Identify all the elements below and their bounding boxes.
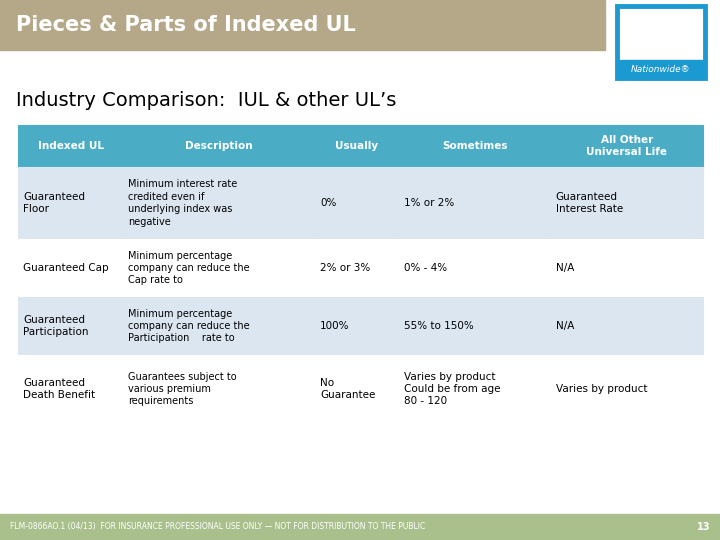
Bar [123,239,315,297]
Text: All Other
Universal Life: All Other Universal Life [586,135,667,157]
Bar [18,239,123,297]
Bar [18,167,123,239]
Bar [617,6,705,78]
Text: 100%: 100% [320,321,350,331]
Bar [18,297,123,355]
Text: Guaranteed
Participation: Guaranteed Participation [23,315,89,337]
Bar [123,355,315,423]
Bar [399,355,551,423]
Bar [399,125,551,167]
Text: 13: 13 [696,522,710,532]
Text: N/A: N/A [556,263,574,273]
Text: No
Guarantee: No Guarantee [320,378,376,400]
Text: Guaranteed
Floor: Guaranteed Floor [23,192,85,214]
Text: Usually: Usually [336,141,379,151]
Text: Minimum percentage
company can reduce the
Participation    rate to: Minimum percentage company can reduce th… [128,308,250,343]
Text: Varies by product: Varies by product [556,384,647,394]
Text: Guarantees subject to
various premium
requirements: Guarantees subject to various premium re… [128,372,237,407]
Text: 0% - 4%: 0% - 4% [403,263,446,273]
Bar [551,297,703,355]
Bar [123,297,315,355]
Text: 2% or 3%: 2% or 3% [320,263,371,273]
Bar [551,239,703,297]
Text: Minimum interest rate
credited even if
underlying index was
negative: Minimum interest rate credited even if u… [128,179,238,227]
Text: Nationwide®: Nationwide® [631,64,690,73]
Bar [0,514,720,540]
Text: Description: Description [185,141,253,151]
Text: Minimum percentage
company can reduce the
Cap rate to: Minimum percentage company can reduce th… [128,251,250,286]
Bar [399,167,551,239]
Bar [315,297,399,355]
Bar [315,167,399,239]
Bar [617,6,705,78]
Text: FLM-0866AO.1 (04/13)  FOR INSURANCE PROFESSIONAL USE ONLY — NOT FOR DISTRIBUTION: FLM-0866AO.1 (04/13) FOR INSURANCE PROFE… [10,523,426,531]
Bar [551,355,703,423]
Bar [399,297,551,355]
Bar [18,125,123,167]
Text: Guaranteed
Interest Rate: Guaranteed Interest Rate [556,192,623,214]
Bar [551,125,703,167]
Text: Sometimes: Sometimes [442,141,508,151]
Bar [315,239,399,297]
Bar [0,0,605,50]
Text: N/A: N/A [556,321,574,331]
Bar [399,239,551,297]
Text: Guaranteed Cap: Guaranteed Cap [23,263,109,273]
Text: 55% to 150%: 55% to 150% [403,321,473,331]
Bar [551,167,703,239]
Text: 0%: 0% [320,198,336,208]
Text: Varies by product
Could be from age
80 - 120: Varies by product Could be from age 80 -… [403,372,500,407]
Text: Industry Comparison:  IUL & other UL’s: Industry Comparison: IUL & other UL’s [16,91,397,110]
Text: Indexed UL: Indexed UL [37,141,104,151]
Text: Pieces & Parts of Indexed UL: Pieces & Parts of Indexed UL [16,15,356,35]
Bar [315,355,399,423]
Bar [315,125,399,167]
Bar [18,355,123,423]
Bar [123,125,315,167]
Bar [123,167,315,239]
Text: Guaranteed
Death Benefit: Guaranteed Death Benefit [23,378,95,400]
Bar [617,60,705,78]
Text: 1% or 2%: 1% or 2% [403,198,454,208]
